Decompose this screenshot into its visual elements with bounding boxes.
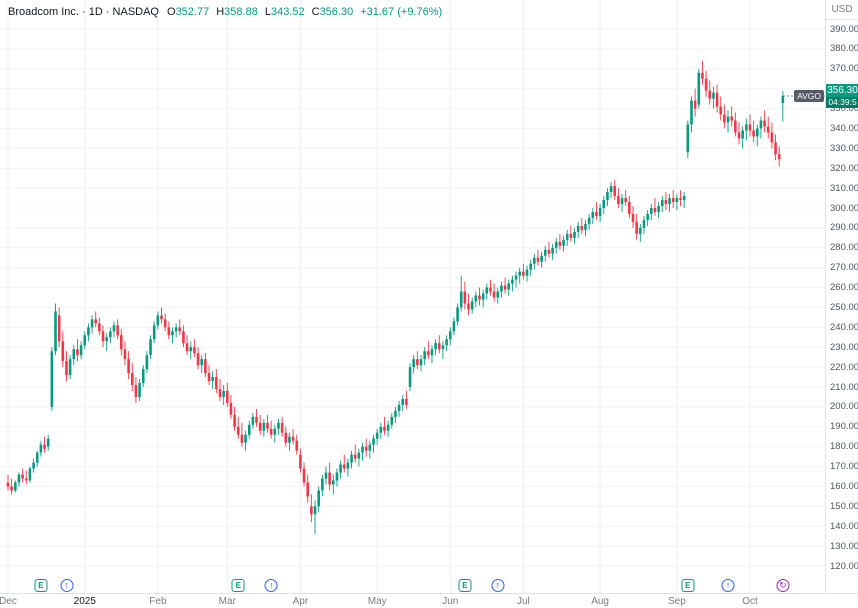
- current-price-value: 356.30: [826, 83, 858, 97]
- price-tick-label: 320.00: [830, 162, 858, 174]
- current-price-badge: 356.30 04:39:5: [826, 83, 858, 108]
- time-tick-label: May: [367, 596, 387, 607]
- dividend-marker-icon[interactable]: ↑: [721, 579, 735, 592]
- price-tick-label: 280.00: [830, 242, 858, 254]
- candlestick-plot[interactable]: [0, 0, 825, 593]
- price-tick-label: 350.00: [830, 103, 858, 115]
- price-tick-label: 240.00: [830, 321, 858, 333]
- price-tick-label: 250.00: [830, 301, 858, 313]
- price-tick-label: 150.00: [830, 500, 858, 512]
- earnings-marker-icon[interactable]: E: [458, 579, 472, 592]
- price-tick-label: 290.00: [830, 222, 858, 234]
- ticker-price-label: AVGO: [794, 90, 824, 102]
- price-tick-label: 370.00: [830, 63, 858, 75]
- price-tick-label: 270.00: [830, 262, 858, 274]
- time-tick-label: Apr: [292, 596, 309, 607]
- time-tick-label: Jul: [516, 596, 530, 607]
- price-tick-label: 220.00: [830, 361, 858, 373]
- high-value: H358.88: [216, 6, 258, 18]
- time-scale[interactable]: Dec 2025 Feb Mar Apr May Jun Jul Aug Sep Oct: [0, 593, 858, 608]
- time-tick-label: Dec: [0, 596, 17, 607]
- price-tick-label: 210.00: [830, 381, 858, 393]
- low-value: L343.52: [264, 6, 305, 18]
- special-marker-icon[interactable]: ↻: [776, 579, 790, 592]
- open-value: O352.77: [167, 6, 210, 18]
- price-tick-label: 130.00: [830, 540, 858, 552]
- time-tick-label: Feb: [149, 596, 167, 607]
- ohlc-values: O352.77 H358.88 L343.52 C356.30 +31.67 (…: [167, 6, 442, 18]
- price-tick-label: 170.00: [830, 461, 858, 473]
- dividend-marker-icon[interactable]: ↑: [491, 579, 505, 592]
- price-tick-label: 120.00: [830, 560, 858, 572]
- earnings-marker-icon[interactable]: E: [681, 579, 695, 592]
- price-tick-label: 200.00: [830, 401, 858, 413]
- change-value: +31.67 (+9.76%): [360, 6, 443, 18]
- price-tick-label: 190.00: [830, 421, 858, 433]
- dividend-marker-icon[interactable]: ↑: [264, 579, 278, 592]
- price-tick-label: 260.00: [830, 282, 858, 294]
- time-tick-label: 2025: [73, 596, 96, 607]
- dividend-marker-icon[interactable]: ↑: [60, 579, 73, 592]
- time-tick-label: Oct: [742, 596, 758, 607]
- price-tick-label: 160.00: [830, 480, 858, 492]
- symbol-legend: Broadcom Inc. · 1D · NASDAQ O352.77 H358…: [8, 6, 442, 18]
- earnings-marker-icon[interactable]: E: [231, 579, 245, 592]
- price-tick-label: 310.00: [830, 182, 858, 194]
- price-tick-label: 180.00: [830, 441, 858, 453]
- bar-countdown: 04:39:5: [826, 96, 858, 108]
- chart-pane[interactable]: AVGO E ↑ E ↑ E ↑ E ↑ ↻: [0, 0, 825, 593]
- price-tick-label: 340.00: [830, 122, 858, 134]
- close-value: C356.30: [311, 6, 354, 18]
- currency-label[interactable]: USD: [826, 0, 858, 20]
- price-tick-label: 330.00: [830, 142, 858, 154]
- time-tick-label: Aug: [591, 596, 609, 607]
- symbol-title[interactable]: Broadcom Inc. · 1D · NASDAQ: [8, 6, 159, 18]
- price-scale[interactable]: USD 390.00380.00370.00360.00350.00340.00…: [825, 0, 858, 593]
- price-tick-label: 300.00: [830, 202, 858, 214]
- earnings-marker-icon[interactable]: E: [34, 579, 48, 592]
- price-tick-label: 390.00: [830, 23, 858, 35]
- time-tick-label: Mar: [218, 596, 236, 607]
- time-tick-label: Jun: [442, 596, 459, 607]
- price-tick-label: 230.00: [830, 341, 858, 353]
- price-tick-label: 380.00: [830, 43, 858, 55]
- price-tick-label: 140.00: [830, 520, 858, 532]
- time-tick-label: Sep: [667, 596, 686, 607]
